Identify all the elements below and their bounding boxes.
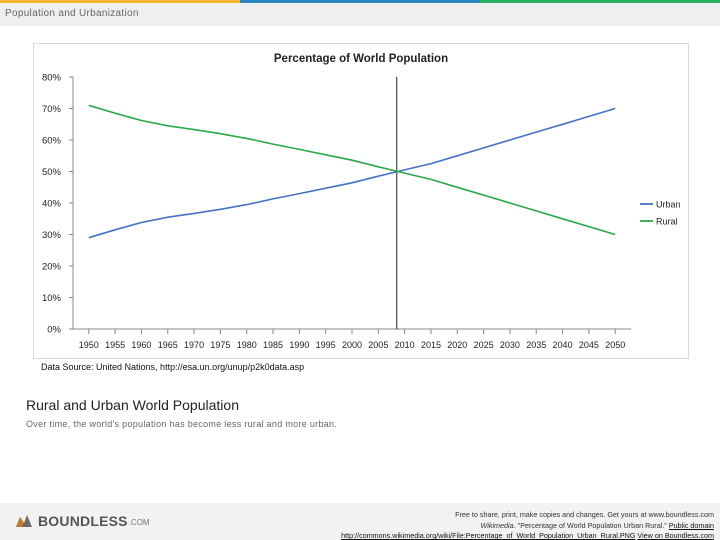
x-tick-label: 2050 xyxy=(605,340,625,350)
footer xyxy=(0,503,720,540)
y-tick-label: 30% xyxy=(42,230,62,241)
x-tick-label: 1960 xyxy=(131,340,151,350)
y-tick-label: 40% xyxy=(42,199,62,210)
x-tick-label: 2040 xyxy=(553,340,573,350)
attribution-source: Wikimedia. xyxy=(480,521,516,530)
legend-label-rural: Rural xyxy=(656,217,678,227)
x-tick-label: 1955 xyxy=(105,340,125,350)
x-tick-label: 2025 xyxy=(474,340,494,350)
attribution-title: "Percentage of World Population Urban Ru… xyxy=(517,521,667,530)
attribution-line: Wikimedia. "Percentage of World Populati… xyxy=(481,521,714,530)
x-tick-label: 2020 xyxy=(447,340,467,350)
x-tick-label: 1965 xyxy=(158,340,178,350)
public-domain-link[interactable]: Public domain xyxy=(668,521,714,530)
series-line-rural xyxy=(88,104,616,236)
x-tick-label: 2005 xyxy=(368,340,388,350)
x-tick-label: 1950 xyxy=(79,340,99,350)
x-tick-label: 2035 xyxy=(526,340,546,350)
x-tick-label: 1985 xyxy=(263,340,283,350)
y-tick-label: 0% xyxy=(47,325,61,336)
view-on-boundless-link[interactable]: View on Boundless.com xyxy=(637,531,714,540)
line-chart: Percentage of World Population 0% 10% 20% 30… xyxy=(42,53,681,350)
x-tick-label: 2015 xyxy=(421,340,441,350)
stripe-green xyxy=(480,0,720,3)
x-tick-label: 2010 xyxy=(395,340,415,350)
logo-suffix: .COM xyxy=(128,518,150,527)
slide-header: Population and Urbanization xyxy=(0,0,720,26)
url-line: http://commons.wikimedia.org/wiki/File:P… xyxy=(341,531,714,540)
header-color-stripes xyxy=(0,0,720,3)
boundless-logo[interactable]: BOUNDLESS .COM xyxy=(14,513,150,529)
caption-text: Over time, the world's population has be… xyxy=(26,419,338,429)
stripe-yellow xyxy=(0,0,240,3)
x-tick-label: 1995 xyxy=(316,340,336,350)
y-tick-label: 80% xyxy=(42,73,62,84)
y-tick-label: 50% xyxy=(42,167,62,178)
x-tick-label: 2000 xyxy=(342,340,362,350)
wikimedia-file-link[interactable]: http://commons.wikimedia.org/wiki/File:P… xyxy=(341,531,636,540)
chart-frame: Percentage of World Population 0% 10% 20% 30… xyxy=(33,43,689,359)
x-tick-label: 1990 xyxy=(289,340,309,350)
stripe-blue xyxy=(240,0,480,3)
caption-title: Rural and Urban World Population xyxy=(26,397,239,413)
x-tick-label: 2030 xyxy=(500,340,520,350)
x-tick-label: 2045 xyxy=(579,340,599,350)
y-tick-label: 20% xyxy=(42,262,62,273)
y-tick-label: 10% xyxy=(42,293,62,304)
x-tick-label: 1975 xyxy=(210,340,230,350)
y-tick-label: 70% xyxy=(42,104,62,115)
series-line-urban xyxy=(88,107,616,239)
x-tick-label: 1980 xyxy=(237,340,257,350)
x-tick-label: 1970 xyxy=(184,340,204,350)
slide-title: Population and Urbanization xyxy=(5,8,139,19)
data-source-note: Data Source: United Nations, http://esa.… xyxy=(41,362,305,372)
license-line: Free to share, print, make copies and ch… xyxy=(455,510,714,519)
chart-title: Percentage of World Population xyxy=(274,53,448,65)
legend-label-urban: Urban xyxy=(656,200,681,210)
boundless-logo-icon xyxy=(14,513,34,529)
y-tick-label: 60% xyxy=(42,136,62,147)
logo-word: BOUNDLESS xyxy=(38,513,128,529)
